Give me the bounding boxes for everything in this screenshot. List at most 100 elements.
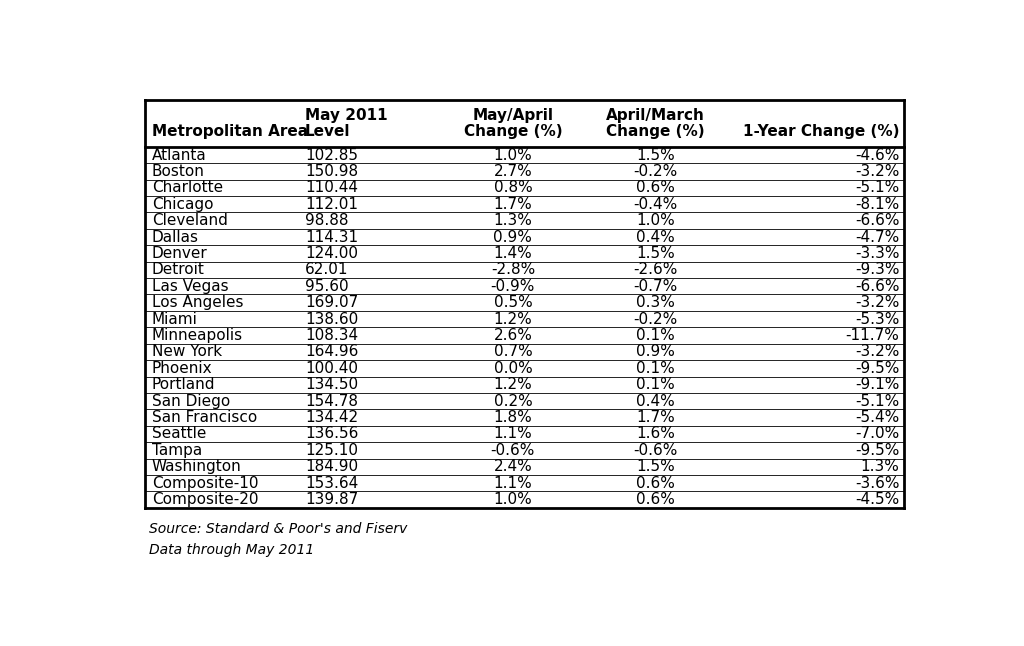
Text: 164.96: 164.96: [305, 344, 358, 359]
Text: 1.0%: 1.0%: [494, 147, 532, 163]
Text: -5.1%: -5.1%: [855, 180, 899, 195]
Text: 2.7%: 2.7%: [494, 164, 532, 179]
Text: 62.01: 62.01: [305, 262, 348, 277]
Text: 1.2%: 1.2%: [494, 377, 532, 392]
Text: -0.4%: -0.4%: [634, 197, 678, 212]
Text: 98.88: 98.88: [305, 213, 348, 228]
Text: -5.4%: -5.4%: [855, 410, 899, 425]
Text: -9.1%: -9.1%: [855, 377, 899, 392]
Text: 0.4%: 0.4%: [636, 229, 675, 245]
Text: 0.3%: 0.3%: [636, 295, 675, 310]
Text: 0.6%: 0.6%: [636, 180, 675, 195]
Text: Chicago: Chicago: [152, 197, 213, 212]
Text: 1.4%: 1.4%: [494, 246, 532, 261]
Text: Miami: Miami: [152, 311, 198, 327]
Text: -9.3%: -9.3%: [855, 262, 899, 277]
Text: Seattle: Seattle: [152, 426, 206, 441]
Text: -9.5%: -9.5%: [855, 361, 899, 376]
Text: -7.0%: -7.0%: [855, 426, 899, 441]
Text: New York: New York: [152, 344, 222, 359]
Text: San Francisco: San Francisco: [152, 410, 257, 425]
Text: 2.4%: 2.4%: [494, 459, 532, 474]
Text: -3.3%: -3.3%: [855, 246, 899, 261]
Text: 2.6%: 2.6%: [494, 328, 532, 343]
Text: 0.5%: 0.5%: [494, 295, 532, 310]
Text: 114.31: 114.31: [305, 229, 358, 245]
Text: -5.1%: -5.1%: [855, 393, 899, 409]
Text: 0.1%: 0.1%: [636, 377, 675, 392]
Text: 134.50: 134.50: [305, 377, 358, 392]
Text: 0.1%: 0.1%: [636, 361, 675, 376]
Text: Charlotte: Charlotte: [152, 180, 223, 195]
Text: -0.9%: -0.9%: [490, 279, 536, 294]
Text: Composite-10: Composite-10: [152, 475, 258, 491]
Text: Boston: Boston: [152, 164, 205, 179]
Text: Atlanta: Atlanta: [152, 147, 207, 163]
Text: 150.98: 150.98: [305, 164, 358, 179]
Text: Source: Standard & Poor's and Fiserv: Source: Standard & Poor's and Fiserv: [148, 522, 407, 536]
Text: -0.6%: -0.6%: [490, 443, 536, 458]
Text: Composite-20: Composite-20: [152, 492, 258, 507]
Text: -11.7%: -11.7%: [846, 328, 899, 343]
Text: Level: Level: [305, 124, 350, 140]
Text: -5.3%: -5.3%: [855, 311, 899, 327]
Text: -2.6%: -2.6%: [634, 262, 678, 277]
Text: 1.5%: 1.5%: [636, 246, 675, 261]
Text: Change (%): Change (%): [606, 124, 706, 140]
Text: 1.3%: 1.3%: [494, 213, 532, 228]
Text: -6.6%: -6.6%: [855, 279, 899, 294]
Text: -3.2%: -3.2%: [855, 344, 899, 359]
Text: -0.7%: -0.7%: [634, 279, 678, 294]
Text: -8.1%: -8.1%: [855, 197, 899, 212]
Text: 138.60: 138.60: [305, 311, 358, 327]
Text: 1.3%: 1.3%: [860, 459, 899, 474]
Text: 1.8%: 1.8%: [494, 410, 532, 425]
Text: 0.6%: 0.6%: [636, 492, 675, 507]
Text: Detroit: Detroit: [152, 262, 205, 277]
Text: Minneapolis: Minneapolis: [152, 328, 243, 343]
Text: Data through May 2011: Data through May 2011: [148, 543, 314, 557]
Text: Metropolitan Area: Metropolitan Area: [152, 124, 308, 140]
Text: Cleveland: Cleveland: [152, 213, 227, 228]
Text: 100.40: 100.40: [305, 361, 358, 376]
Text: 139.87: 139.87: [305, 492, 358, 507]
Text: 1.1%: 1.1%: [494, 426, 532, 441]
Text: 1.5%: 1.5%: [636, 459, 675, 474]
Text: 1.7%: 1.7%: [494, 197, 532, 212]
Text: 1.6%: 1.6%: [636, 426, 675, 441]
Text: 1-Year Change (%): 1-Year Change (%): [742, 124, 899, 140]
Text: April/March: April/March: [606, 109, 706, 123]
Text: Washington: Washington: [152, 459, 242, 474]
Text: -2.8%: -2.8%: [490, 262, 535, 277]
Text: 110.44: 110.44: [305, 180, 358, 195]
Text: 95.60: 95.60: [305, 279, 348, 294]
Text: 112.01: 112.01: [305, 197, 358, 212]
Text: 0.9%: 0.9%: [494, 229, 532, 245]
Text: Dallas: Dallas: [152, 229, 199, 245]
Text: 1.1%: 1.1%: [494, 475, 532, 491]
Text: -3.2%: -3.2%: [855, 295, 899, 310]
Text: Tampa: Tampa: [152, 443, 202, 458]
Text: Los Angeles: Los Angeles: [152, 295, 244, 310]
Text: -4.6%: -4.6%: [855, 147, 899, 163]
Text: -3.2%: -3.2%: [855, 164, 899, 179]
Text: 1.0%: 1.0%: [494, 492, 532, 507]
Text: San Diego: San Diego: [152, 393, 230, 409]
Text: 0.8%: 0.8%: [494, 180, 532, 195]
Text: 124.00: 124.00: [305, 246, 358, 261]
Text: Denver: Denver: [152, 246, 208, 261]
Text: 102.85: 102.85: [305, 147, 358, 163]
Text: -0.6%: -0.6%: [634, 443, 678, 458]
Text: -0.2%: -0.2%: [634, 311, 678, 327]
Text: 1.2%: 1.2%: [494, 311, 532, 327]
Text: 0.0%: 0.0%: [494, 361, 532, 376]
Text: -0.2%: -0.2%: [634, 164, 678, 179]
Text: -3.6%: -3.6%: [855, 475, 899, 491]
Text: 134.42: 134.42: [305, 410, 358, 425]
Text: 0.1%: 0.1%: [636, 328, 675, 343]
Text: 0.4%: 0.4%: [636, 393, 675, 409]
Text: May/April: May/April: [472, 109, 553, 123]
Text: Portland: Portland: [152, 377, 215, 392]
Text: -9.5%: -9.5%: [855, 443, 899, 458]
Text: 0.6%: 0.6%: [636, 475, 675, 491]
